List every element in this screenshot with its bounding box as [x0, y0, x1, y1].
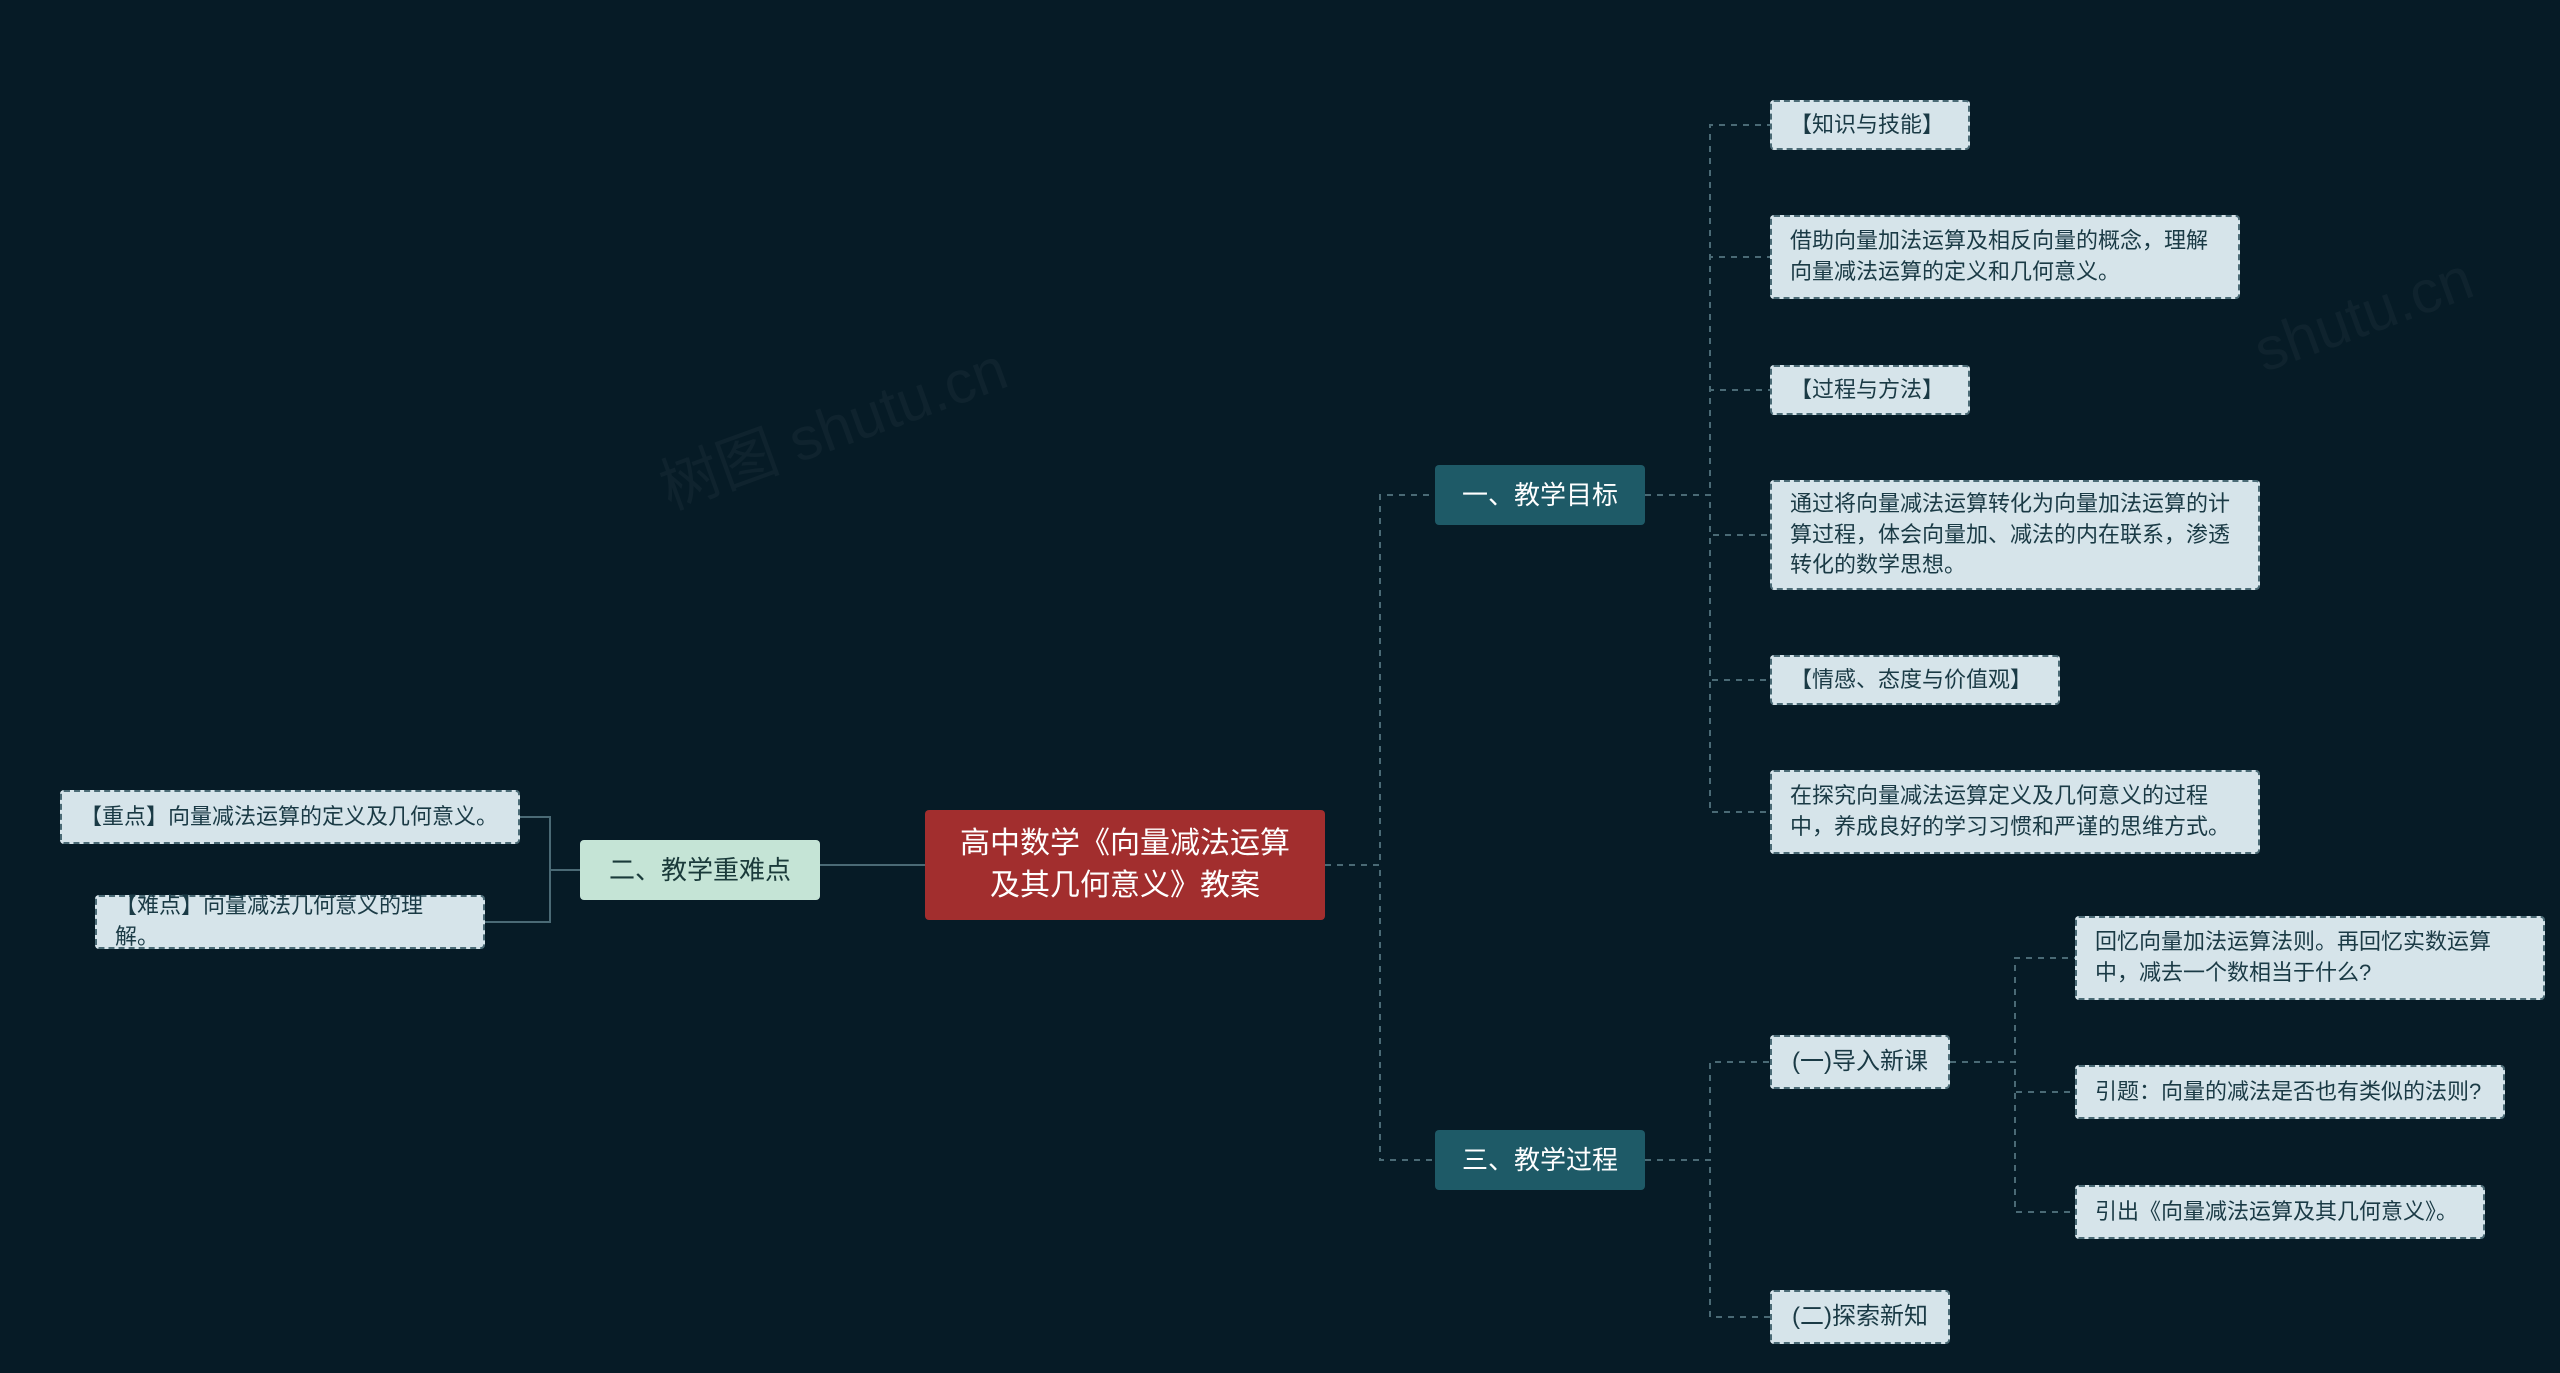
- leaf-left-1[interactable]: 【难点】向量减法几何意义的理解。: [95, 895, 485, 949]
- sub-rb-1[interactable]: (二)探索新知: [1770, 1290, 1950, 1344]
- leaf-rt-1[interactable]: 借助向量加法运算及相反向量的概念，理解向量减法运算的定义和几何意义。: [1770, 215, 2240, 299]
- root-node[interactable]: 高中数学《向量减法运算 及其几何意义》教案: [925, 810, 1325, 920]
- sub-rb-0[interactable]: (一)导入新课: [1770, 1035, 1950, 1089]
- leaf-left-0[interactable]: 【重点】向量减法运算的定义及几何意义。: [60, 790, 520, 844]
- branch-right-top[interactable]: 一、教学目标: [1435, 465, 1645, 525]
- watermark: shutu.cn: [2245, 243, 2482, 385]
- leaf-rb0-2[interactable]: 引出《向量减法运算及其几何意义》。: [2075, 1185, 2485, 1239]
- watermark: 树图 shutu.cn: [646, 320, 1017, 526]
- root-line1: 高中数学《向量减法运算: [960, 823, 1290, 865]
- leaf-rt-2[interactable]: 【过程与方法】: [1770, 365, 1970, 415]
- branch-right-bottom[interactable]: 三、教学过程: [1435, 1130, 1645, 1190]
- leaf-rt-0[interactable]: 【知识与技能】: [1770, 100, 1970, 150]
- leaf-rt-5[interactable]: 在探究向量减法运算定义及几何意义的过程中，养成良好的学习习惯和严谨的思维方式。: [1770, 770, 2260, 854]
- branch-left[interactable]: 二、教学重难点: [580, 840, 820, 900]
- root-line2: 及其几何意义》教案: [960, 865, 1290, 907]
- leaf-rb0-1[interactable]: 引题：向量的减法是否也有类似的法则?: [2075, 1065, 2505, 1119]
- connectors-layer: [0, 0, 2560, 1373]
- leaf-rt-3[interactable]: 通过将向量减法运算转化为向量加法运算的计算过程，体会向量加、减法的内在联系，渗透…: [1770, 480, 2260, 590]
- leaf-rt-4[interactable]: 【情感、态度与价值观】: [1770, 655, 2060, 705]
- leaf-rb0-0[interactable]: 回忆向量加法运算法则。再回忆实数运算中，减去一个数相当于什么?: [2075, 916, 2545, 1000]
